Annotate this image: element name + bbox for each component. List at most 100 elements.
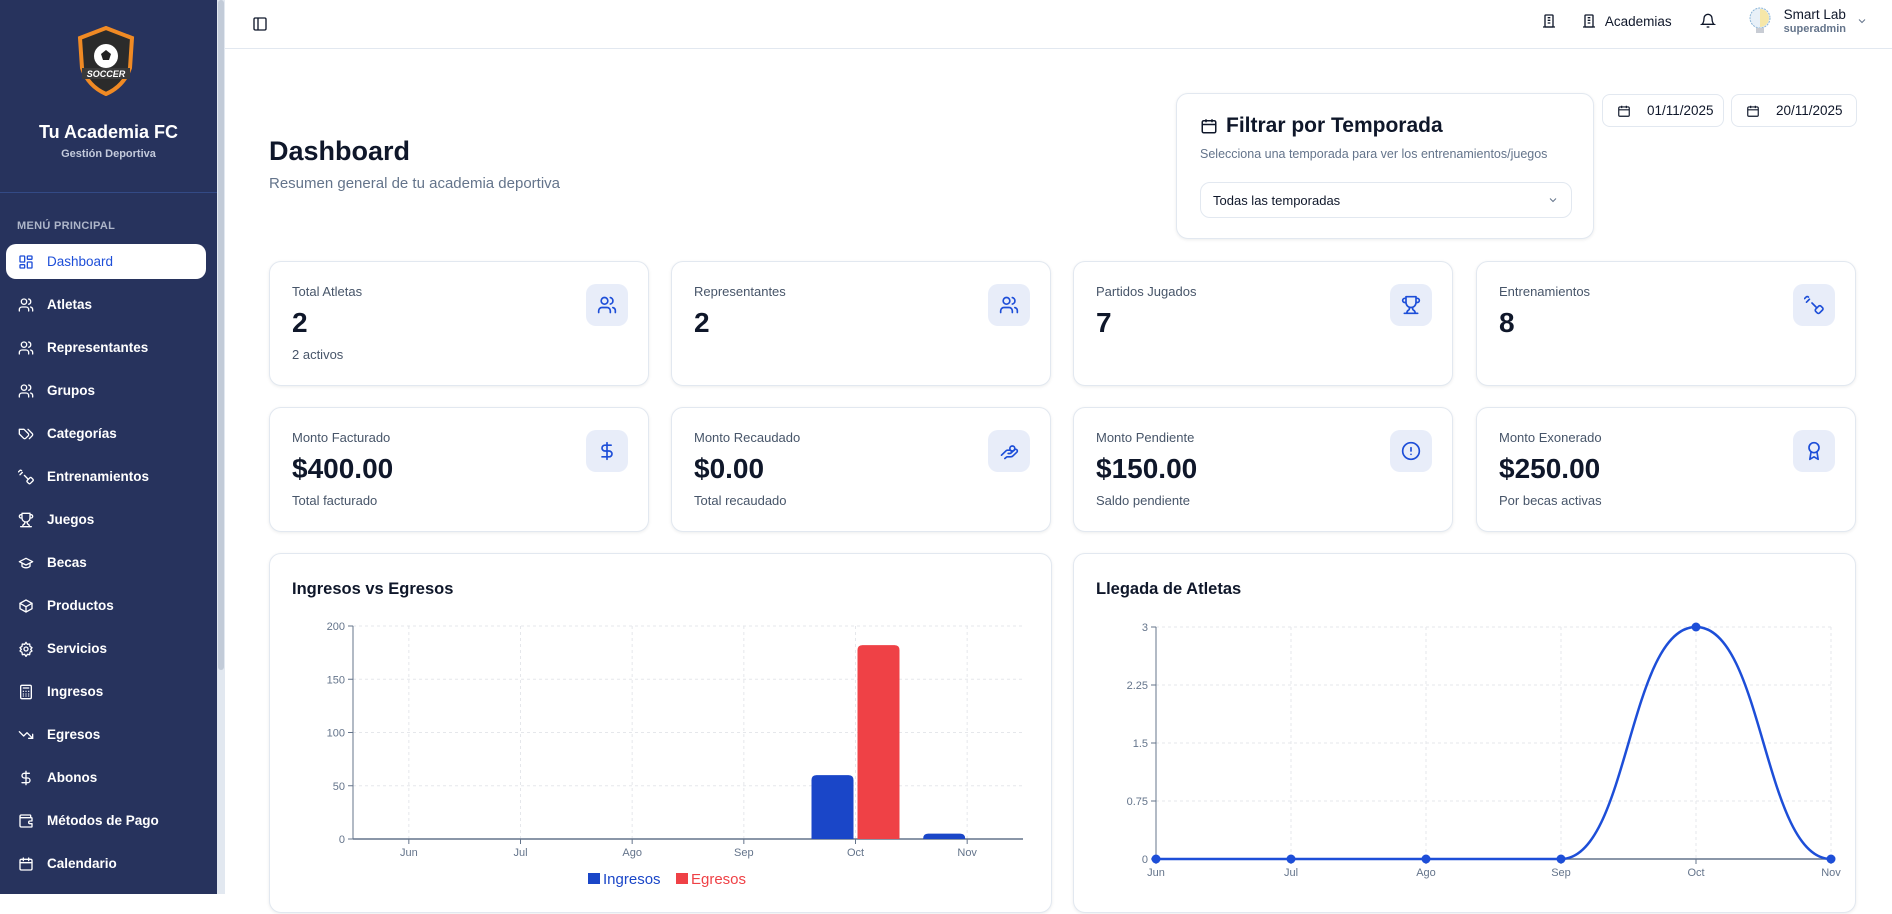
building-button[interactable]	[1541, 13, 1557, 29]
y-tick-label: 100	[327, 728, 345, 740]
sidebar-nav: Dashboard Atletas Representantes Grupos Cate…	[6, 244, 206, 885]
stat-card-monto-pendiente: Monto Pendiente $150.00 Saldo pendiente	[1073, 407, 1453, 532]
sidebar-item-calendario[interactable]: Calendario	[6, 842, 206, 885]
income-expense-chart: 0 50 100 150 200 Jun Jul Ago Sep Oct Nov Ingresos Eg…	[327, 621, 1023, 888]
date-to-button[interactable]: 20/11/2025	[1731, 94, 1857, 127]
divider	[0, 192, 217, 193]
date-from: 01/11/2025	[1647, 103, 1714, 118]
dashboard-icon	[18, 254, 34, 270]
chart-title: Llegada de Atletas	[1096, 580, 1242, 598]
sidebar-item-label: Dashboard	[47, 254, 114, 269]
sidebar-toggle-button[interactable]	[252, 16, 268, 32]
menu-section-label: MENÚ PRINCIPAL	[17, 220, 116, 232]
stat-subtext: Saldo pendiente	[1096, 493, 1190, 508]
sidebar-item-label: Grupos	[47, 383, 96, 398]
y-tick-label: 0	[1142, 854, 1148, 866]
sidebar-item-egresos[interactable]: Egresos	[6, 713, 206, 756]
sidebar-item-label: Métodos de Pago	[47, 813, 159, 828]
stat-label: Representantes	[694, 284, 786, 299]
x-tick-label: Ago	[1416, 867, 1436, 879]
sidebar-item-m-todos-de-pago[interactable]: Métodos de Pago	[6, 799, 206, 842]
wallet-icon	[18, 813, 34, 829]
stat-card-representantes: Representantes 2	[671, 261, 1051, 386]
user-group-icon	[18, 340, 34, 356]
trending-down-icon	[18, 727, 34, 743]
stat-value: $250.00	[1499, 453, 1601, 484]
user-role: superadmin	[1783, 23, 1846, 35]
tags-icon	[18, 426, 34, 442]
calendar-icon	[18, 856, 34, 872]
athlete-arrivals-chart-card: Llegada de Atletas 0 0.75 1.5 2.25 3 Jun Jul Ag…	[1073, 553, 1856, 913]
dollar-icon	[586, 430, 628, 472]
date-to: 20/11/2025	[1776, 103, 1843, 118]
y-tick-label: 0	[339, 834, 345, 846]
dollar-icon	[18, 770, 34, 786]
x-tick-label: Jul	[1284, 867, 1298, 879]
academias-label: Academias	[1604, 13, 1672, 29]
sidebar-item-label: Servicios	[47, 641, 108, 656]
calendar-icon	[1200, 117, 1218, 135]
sidebar-item-representantes[interactable]: Representantes	[6, 326, 206, 369]
brand-name: Tu Academia FC	[38, 122, 179, 142]
stat-label: Monto Recaudado	[694, 430, 801, 445]
x-tick-label: Jun	[400, 847, 418, 859]
legend-swatch-ingresos	[588, 873, 600, 884]
season-filter-card: Filtrar por Temporada Selecciona una tem…	[1176, 93, 1594, 239]
sidebar-item-atletas[interactable]: Atletas	[6, 283, 206, 326]
gear-icon	[18, 641, 34, 657]
stat-card-monto-facturado: Monto Facturado $400.00 Total facturado	[269, 407, 649, 532]
y-tick-label: 0.75	[1127, 796, 1148, 808]
package-icon	[18, 598, 34, 614]
sidebar-scrollbar[interactable]	[217, 0, 225, 894]
stat-card-monto-recaudado: Monto Recaudado $0.00 Total recaudado	[671, 407, 1051, 532]
stat-value: $0.00	[694, 453, 765, 484]
dumbbell-icon	[18, 469, 34, 485]
date-from-button[interactable]: 01/11/2025	[1602, 94, 1724, 127]
stat-subtext: Total recaudado	[694, 493, 787, 508]
user-menu[interactable]: Smart Lab superadmin	[1748, 6, 1868, 36]
users-icon	[586, 284, 628, 326]
sidebar-item-productos[interactable]: Productos	[6, 584, 206, 627]
building-icon	[1581, 13, 1597, 29]
stat-label: Entrenamientos	[1499, 284, 1591, 299]
bar-ingresos-nov	[923, 833, 966, 839]
sidebar-item-ingresos[interactable]: Ingresos	[6, 670, 206, 713]
sidebar-item-label: Becas	[47, 555, 87, 570]
stat-value: 2	[292, 307, 308, 338]
y-tick-label: 3	[1142, 622, 1148, 634]
stat-value: 8	[1499, 307, 1515, 338]
sidebar-item-abonos[interactable]: Abonos	[6, 756, 206, 799]
award-icon	[1793, 430, 1835, 472]
stat-card-entrenamientos: Entrenamientos 8	[1476, 261, 1856, 386]
sidebar-item-dashboard[interactable]: Dashboard	[6, 244, 206, 279]
stat-value: 2	[694, 307, 710, 338]
calculator-icon	[18, 684, 34, 700]
stat-label: Total Atletas	[292, 284, 363, 299]
sidebar-item-label: Categorías	[47, 426, 117, 441]
sidebar-item-label: Calendario	[47, 856, 117, 871]
sidebar-item-grupos[interactable]: Grupos	[6, 369, 206, 412]
sidebar-item-label: Abonos	[47, 770, 98, 785]
y-tick-label: 150	[327, 674, 345, 686]
sidebar-item-categor-as[interactable]: Categorías	[6, 412, 206, 455]
sidebar-item-entrenamientos[interactable]: Entrenamientos	[6, 455, 206, 498]
stat-value: 7	[1096, 307, 1112, 338]
bell-icon	[1699, 13, 1716, 29]
sidebar-item-label: Egresos	[47, 727, 101, 742]
legend-label-egresos: Egresos	[691, 871, 746, 888]
sidebar-item-label: Representantes	[47, 340, 149, 355]
point-ago	[1421, 854, 1431, 864]
sidebar-item-becas[interactable]: Becas	[6, 541, 206, 584]
sidebar-item-label: Productos	[47, 598, 114, 613]
season-select[interactable]: Todas las temporadas	[1200, 182, 1572, 218]
sidebar-item-servicios[interactable]: Servicios	[6, 627, 206, 670]
notifications-button[interactable]	[1699, 13, 1716, 29]
y-tick-label: 2.25	[1127, 680, 1148, 692]
filter-subtitle: Selecciona una temporada para ver los en…	[1200, 147, 1548, 161]
sidebar-item-juegos[interactable]: Juegos	[6, 498, 206, 541]
academias-button[interactable]: Academias	[1581, 13, 1672, 29]
x-tick-label: Oct	[847, 847, 864, 859]
x-tick-label: Nov	[1821, 867, 1841, 879]
point-jul	[1286, 854, 1296, 864]
stat-label: Monto Facturado	[292, 430, 391, 445]
